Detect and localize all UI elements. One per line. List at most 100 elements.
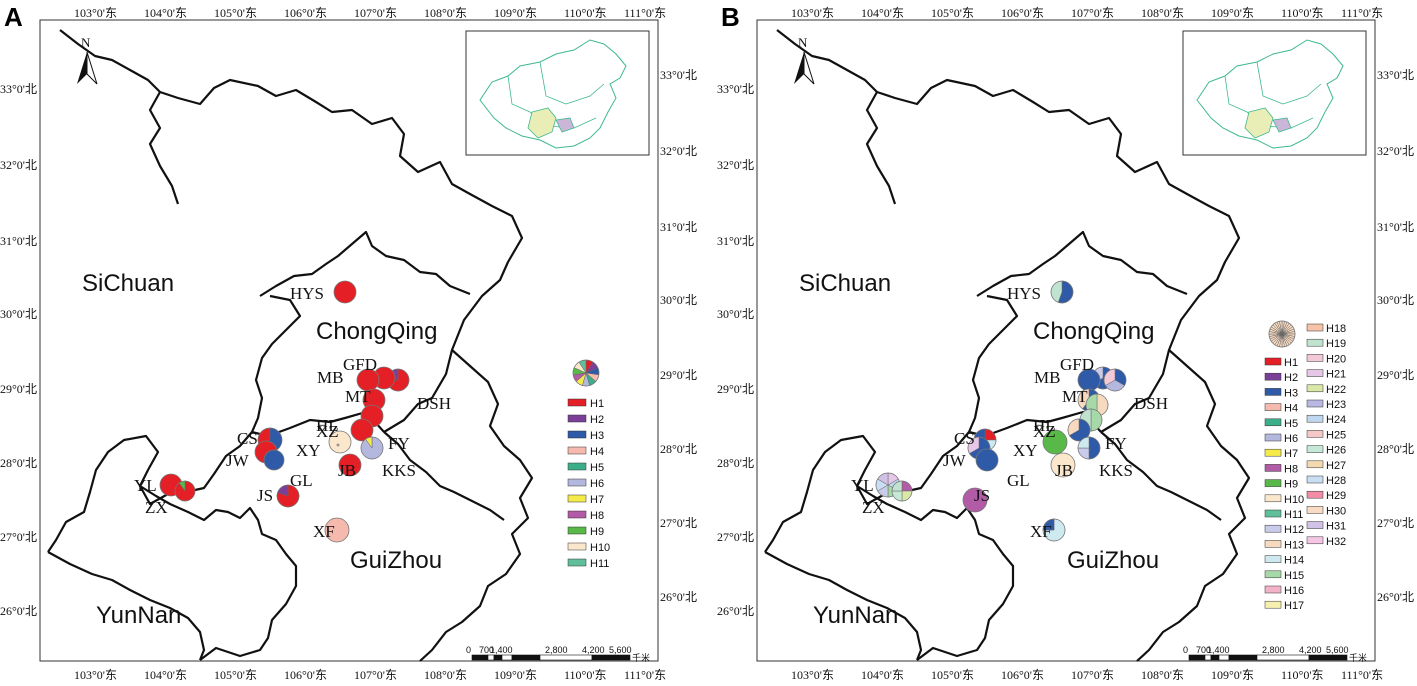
lon-label-top: 104°0'东 [144,6,187,20]
legend-label: H21 [1326,369,1346,381]
legend-label: H14 [1284,555,1304,567]
site-label-yl: YL [134,476,157,495]
site-label-cs: CS [954,429,975,448]
site-label-gfd: GFD [343,355,377,374]
legend-label: H5 [1284,418,1298,430]
legend-label: H19 [1326,338,1346,350]
legend-pie [1268,320,1296,348]
lon-label-top: 108°0'东 [1141,6,1184,20]
legend-swatch [567,494,587,503]
lat-label-left: 29°0'北 [0,382,37,396]
lon-label-top: 106°0'东 [1001,6,1044,20]
site-pie-gfd [1103,368,1127,392]
site-label-zx: ZX [145,498,168,517]
lon-label-bottom: 111°0'东 [624,668,666,682]
province-border [139,485,298,661]
lat-label-left: 30°0'北 [0,307,37,321]
lat-label-right: 28°0'北 [1377,442,1414,456]
lat-label-right: 26°0'北 [1377,590,1414,604]
scale-label: 700 [479,645,494,655]
pie-slice [328,430,352,454]
lon-label-bottom: 108°0'东 [424,668,467,682]
legend-swatch [1264,464,1282,472]
lat-label-right: 32°0'北 [660,144,697,158]
legend-label: H26 [1326,445,1346,457]
scale-unit: 千米 [1349,652,1367,663]
legend-label: H9 [1284,479,1298,491]
lon-label-top: 111°0'东 [1341,6,1383,20]
legend-swatch [1306,490,1324,499]
legend-swatch [567,478,587,487]
legend-swatch [567,462,587,471]
lat-label-left: 32°0'北 [717,158,754,172]
site-pie-jw [263,449,285,471]
panel-a: A 103°0'东 103°0'东 104°0'东 104°0'东 105°0'东 105… [0,0,700,686]
lon-label-bottom: 103°0'东 [74,668,117,682]
pie-slice [324,517,350,543]
site-label-cs: CS [237,429,258,448]
legend-label: H13 [1284,539,1304,551]
lat-label-left: 27°0'北 [0,530,37,544]
region-label: YunNan [813,602,898,629]
province-border [856,485,1015,661]
lat-label-right: 29°0'北 [1377,368,1414,382]
legend-swatch [1306,399,1324,408]
scale-label: 5,600 [1326,645,1349,655]
legend-pie [572,359,600,387]
legend-label: H2 [590,414,604,426]
legend-swatch [1306,414,1324,423]
site-label-jb: JB [1055,461,1073,480]
region-label: YunNan [96,602,181,629]
lat-label-right: 27°0'北 [1377,516,1414,530]
legend-swatch [1264,494,1282,503]
lat-label-left: 33°0'北 [0,82,37,96]
legend-label: H8 [1284,463,1298,475]
legend-swatch [1264,524,1282,533]
site-label-xf: XF [1030,522,1052,541]
province-border [967,294,1102,438]
region-label: GuiZhou [350,547,442,574]
legend-swatch [1264,372,1282,381]
lat-label-right: 26°0'北 [660,590,697,604]
legend-label: H7 [1284,448,1298,460]
lon-label-bottom: 105°0'东 [214,668,257,682]
scale-label: 1,400 [490,645,513,655]
site-pie-fy [360,436,384,460]
site-pie-js [962,487,988,513]
site-label-gfd: GFD [1060,355,1094,374]
legend-swatch [1306,475,1324,484]
legend-swatch [1264,357,1282,366]
lat-label-left: 28°0'北 [717,456,754,470]
region-label: SiChuan [799,270,891,297]
lon-label-bottom: 110°0'东 [564,668,607,682]
site-label-js: JS [257,486,273,505]
legend-label: H18 [1326,323,1346,335]
lon-label-bottom: 106°0'东 [1001,668,1044,682]
haplotype-map-a: 103°0'东 103°0'东 104°0'东 104°0'东 105°0'东 105°0… [0,6,697,682]
site-pie-xf [324,517,350,543]
lon-label-top: 103°0'东 [74,6,117,20]
site-label-jw: JW [226,451,250,470]
site-pie-fy [1077,436,1101,460]
site-label-mb: MB [317,368,343,387]
site-label-dsh: DSH [1134,394,1168,413]
map-frame [756,19,1376,662]
legend-swatch [567,398,587,407]
lat-label-right: 27°0'北 [660,516,697,530]
legend-label: H4 [590,446,604,458]
north-label: N [81,35,91,50]
site-pie-jw [975,448,999,472]
lat-label-right: 32°0'北 [1377,144,1414,158]
scale-label: 4,200 [582,645,605,655]
lon-label-bottom: 107°0'东 [354,668,397,682]
legend-label: H5 [590,462,604,474]
lon-label-bottom: 109°0'东 [1211,668,1254,682]
lat-label-left: 33°0'北 [717,82,754,96]
site-label-xz: XZ [316,422,339,441]
lon-label-bottom: 108°0'东 [1141,668,1184,682]
lon-label-bottom: 110°0'东 [1281,668,1324,682]
lon-label-top: 108°0'东 [424,6,467,20]
site-label-fy: FY [1105,434,1127,453]
pie-slice [338,453,362,477]
